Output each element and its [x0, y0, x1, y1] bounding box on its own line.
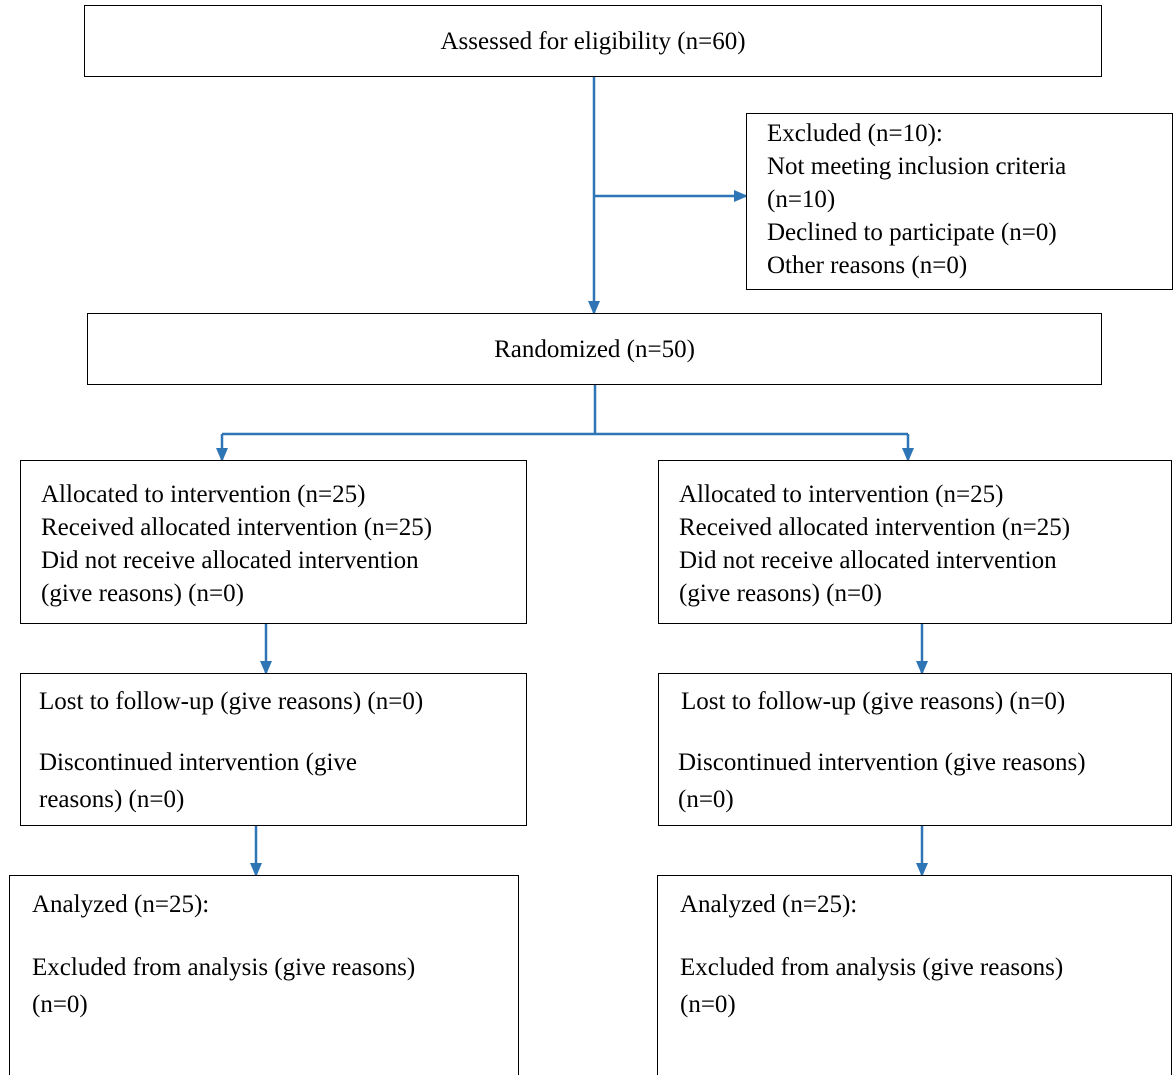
allocated-label: Allocated to intervention (n=25): [41, 481, 366, 508]
excluded-analysis-line-2: (n=0): [680, 991, 736, 1018]
lost-followup-label: Lost to follow-up (give reasons) (n=0): [681, 688, 1066, 715]
excluded-analysis-line-1: Excluded from analysis (give reasons): [680, 954, 1064, 981]
excluded-declined: Declined to participate (n=0): [767, 219, 1057, 246]
not-received-reasons: (give reasons) (n=0): [41, 580, 244, 607]
assessed-label: Assessed for eligibility (n=60): [440, 28, 746, 55]
lost-followup-label: Lost to follow-up (give reasons) (n=0): [39, 688, 424, 715]
analyzed-label: Analyzed (n=25):: [32, 891, 210, 918]
not-received-label: Did not receive allocated intervention: [41, 547, 419, 574]
excluded-inclusion-count: (n=10): [767, 186, 836, 213]
discontinued-line-1: Discontinued intervention (give: [39, 749, 357, 776]
received-label: Received allocated intervention (n=25): [679, 514, 1071, 541]
received-label: Received allocated intervention (n=25): [41, 514, 433, 541]
randomized-label: Randomized (n=50): [494, 336, 695, 363]
excluded-analysis-line-1: Excluded from analysis (give reasons): [32, 954, 416, 981]
not-received-reasons: (give reasons) (n=0): [679, 580, 882, 607]
analysis-box-left: Analyzed (n=25): Excluded from analysis …: [9, 875, 519, 1075]
discontinued-line-2: reasons) (n=0): [39, 786, 185, 813]
allocated-label: Allocated to intervention (n=25): [679, 481, 1004, 508]
discontinued-line-2: (n=0): [678, 786, 734, 813]
allocation-box-right: Allocated to intervention (n=25) Receive…: [658, 460, 1172, 624]
discontinued-line-1: Discontinued intervention (give reasons): [678, 749, 1086, 776]
analyzed-label: Analyzed (n=25):: [680, 891, 858, 918]
randomized-box: Randomized (n=50): [87, 313, 1102, 385]
followup-box-left: Lost to follow-up (give reasons) (n=0) D…: [20, 673, 527, 826]
allocation-box-left: Allocated to intervention (n=25) Receive…: [20, 460, 527, 624]
excluded-title: Excluded (n=10):: [767, 120, 943, 147]
followup-box-right: Lost to follow-up (give reasons) (n=0) D…: [658, 673, 1172, 826]
excluded-analysis-line-2: (n=0): [32, 991, 88, 1018]
assessed-box: Assessed for eligibility (n=60): [84, 5, 1102, 77]
analysis-box-right: Analyzed (n=25): Excluded from analysis …: [657, 875, 1172, 1075]
excluded-box: Excluded (n=10): Not meeting inclusion c…: [746, 113, 1173, 290]
not-received-label: Did not receive allocated intervention: [679, 547, 1057, 574]
excluded-inclusion-criteria: Not meeting inclusion criteria: [767, 153, 1067, 180]
excluded-other-reasons: Other reasons (n=0): [767, 252, 968, 279]
